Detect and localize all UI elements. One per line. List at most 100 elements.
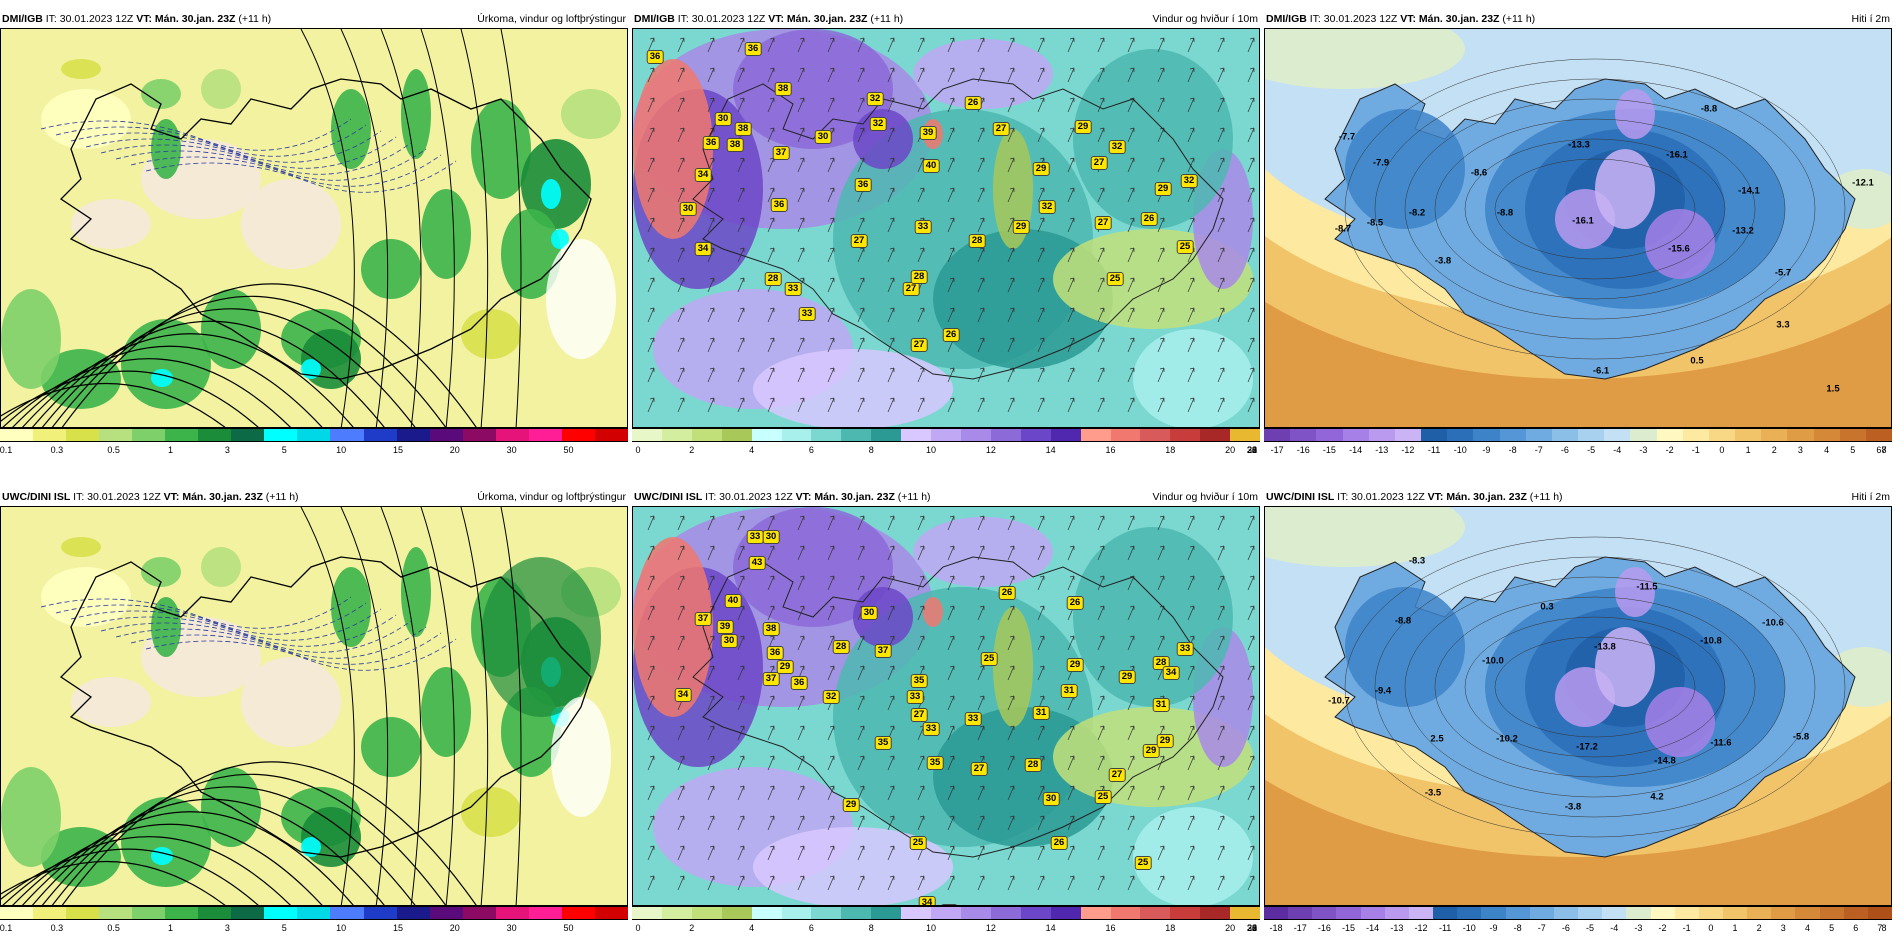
color-scale-tick: 0.3 <box>50 923 64 933</box>
color-scale-swatch <box>1140 429 1171 441</box>
color-scale-tick: 2 <box>689 923 695 933</box>
color-scale-tick: 5 <box>281 923 287 933</box>
color-scale-tick: 24 <box>1246 445 1258 455</box>
temperature-label: -8.8 <box>1394 615 1412 627</box>
color-scale-swatch <box>231 907 265 919</box>
panel-title: Hiti í 2m <box>1851 13 1890 25</box>
color-scale-swatch <box>66 429 100 441</box>
color-scale-tick: 0.5 <box>107 445 120 455</box>
wind-panel-dmi-igb: DMI/IGB IT: 30.01.2023 12Z VT: Mán. 30.j… <box>632 10 1261 470</box>
color-scale-ticks: 0 2 4 6 8 10 12 14 16 18 20 22 24 26 28 30 32 <box>632 922 1260 934</box>
color-scale-swatch <box>1230 907 1261 919</box>
gust-label: 30 <box>860 606 878 620</box>
color-scale-tick: 2 <box>1771 445 1777 455</box>
model-name: DMI/IGB <box>634 13 675 25</box>
color-scale-bar <box>632 428 1261 442</box>
color-scale-swatch <box>990 907 1021 919</box>
gust-label: 27 <box>1094 216 1112 230</box>
color-scale-swatch <box>632 429 662 441</box>
color-scale-swatch <box>691 429 722 441</box>
valid-time: VT: Mán. 30.jan. 23Z <box>163 491 263 503</box>
color-scale-swatch <box>1819 907 1844 919</box>
color-scale-swatch <box>1140 907 1171 919</box>
color-scale-tick: 4 <box>749 445 755 455</box>
color-scale-swatch <box>1602 907 1627 919</box>
color-scale-tick: 0 <box>1719 445 1725 455</box>
wind-map: 33 30 43 40 39 37 38 30 34 36 35 37 36 29 28 32 26 27 33 29… <box>632 506 1260 906</box>
color-scale-tick: 0 <box>635 445 641 455</box>
color-scale-tick: 10 <box>926 445 937 455</box>
color-scale-swatch <box>528 429 562 441</box>
precip-map-graphic <box>1 29 627 427</box>
color-scale-tick: 50 <box>563 445 574 455</box>
color-scale-swatch <box>1626 907 1651 919</box>
gust-label: 29 <box>776 660 794 674</box>
color-scale-swatch <box>198 907 232 919</box>
color-scale-swatch <box>1525 429 1552 441</box>
gust-label: 27 <box>1108 768 1126 782</box>
temperature-label: -7.7 <box>1338 131 1356 143</box>
panel-header: DMI/IGB IT: 30.01.2023 12Z VT: Mán. 30.j… <box>1264 10 1892 28</box>
color-scale-swatch <box>0 429 34 441</box>
color-scale-swatch <box>561 907 595 919</box>
color-scale-swatch <box>841 907 872 919</box>
color-scale-swatch <box>901 429 932 441</box>
model-name: UWC/DINI ISL <box>1266 491 1335 503</box>
color-scale-tick: -6 <box>1560 445 1569 455</box>
color-scale-tick: -10 <box>1462 923 1476 933</box>
gust-label: 38 <box>734 122 752 136</box>
color-scale-swatch <box>396 429 430 441</box>
color-scale-swatch <box>1630 429 1657 441</box>
gust-label: 37 <box>772 146 790 160</box>
color-scale-swatch <box>495 907 529 919</box>
color-scale-tick: 50 <box>563 923 574 933</box>
color-scale-tick: -3 <box>1639 445 1648 455</box>
temp-map: -8.3 -8.8 -10.7 -9.4 -10.0 0.3 -11.5 -13.8 -10.8… <box>1264 506 1892 906</box>
color-scale-bar <box>1264 428 1893 442</box>
color-scale-tick: 0 <box>635 923 641 933</box>
temperature-label: -14.1 <box>1738 185 1760 197</box>
temperature-label: -8.5 <box>1366 217 1384 229</box>
color-scale-tick: 12 <box>985 445 996 455</box>
gust-label: 37 <box>694 612 712 626</box>
gust-label: 34 <box>674 688 692 702</box>
gust-label: 30 <box>1042 792 1060 806</box>
color-scale-tick: 1 <box>1732 923 1738 933</box>
valid-time: VT: Mán. 30.jan. 23Z <box>136 13 236 25</box>
color-scale-tick: 8 <box>1881 923 1887 933</box>
color-scale-swatch <box>99 429 133 441</box>
color-scale-tick: 15 <box>392 445 403 455</box>
color-scale-tick: -17 <box>1270 445 1284 455</box>
color-scale-tick: 24 <box>1246 923 1258 933</box>
color-scale-swatch <box>1481 907 1506 919</box>
color-scale-bar <box>1264 906 1893 920</box>
color-scale-swatch <box>1457 907 1482 919</box>
color-scale-swatch <box>330 907 364 919</box>
color-scale-swatch <box>264 907 298 919</box>
color-scale-tick: 20 <box>1225 923 1236 933</box>
color-scale-tick: 1 <box>168 445 174 455</box>
temperature-label: -8.2 <box>1408 207 1426 219</box>
gust-label: 30 <box>762 530 780 544</box>
color-scale-tick: 3 <box>1797 445 1803 455</box>
color-scale-tick: 20 <box>449 445 460 455</box>
color-scale-swatch <box>1865 429 1893 441</box>
color-scale-tick: 12 <box>985 923 996 933</box>
temperature-label: -8.6 <box>1470 167 1488 179</box>
panel-title: Hiti í 2m <box>1851 491 1890 503</box>
color-scale-tick: 7 <box>1877 923 1883 933</box>
color-scale-swatch <box>1843 907 1868 919</box>
run-info: UWC/DINI ISL IT: 30.01.2023 12Z VT: Mán.… <box>1266 491 1563 503</box>
gust-label: 25 <box>1134 856 1152 870</box>
color-scale-tick: 10 <box>336 923 347 933</box>
gust-label: 39 <box>716 620 734 634</box>
temperature-label: -9.4 <box>1374 685 1392 697</box>
color-scale-swatch <box>1604 429 1631 441</box>
gust-label: 31 <box>1032 706 1050 720</box>
color-scale-swatch <box>330 429 364 441</box>
color-scale-swatch <box>751 907 782 919</box>
color-scale-swatch <box>1342 429 1369 441</box>
gust-label: 33 <box>1176 642 1194 656</box>
color-scale-tick: 22 <box>1246 445 1258 455</box>
gust-label: 33 <box>914 220 932 234</box>
